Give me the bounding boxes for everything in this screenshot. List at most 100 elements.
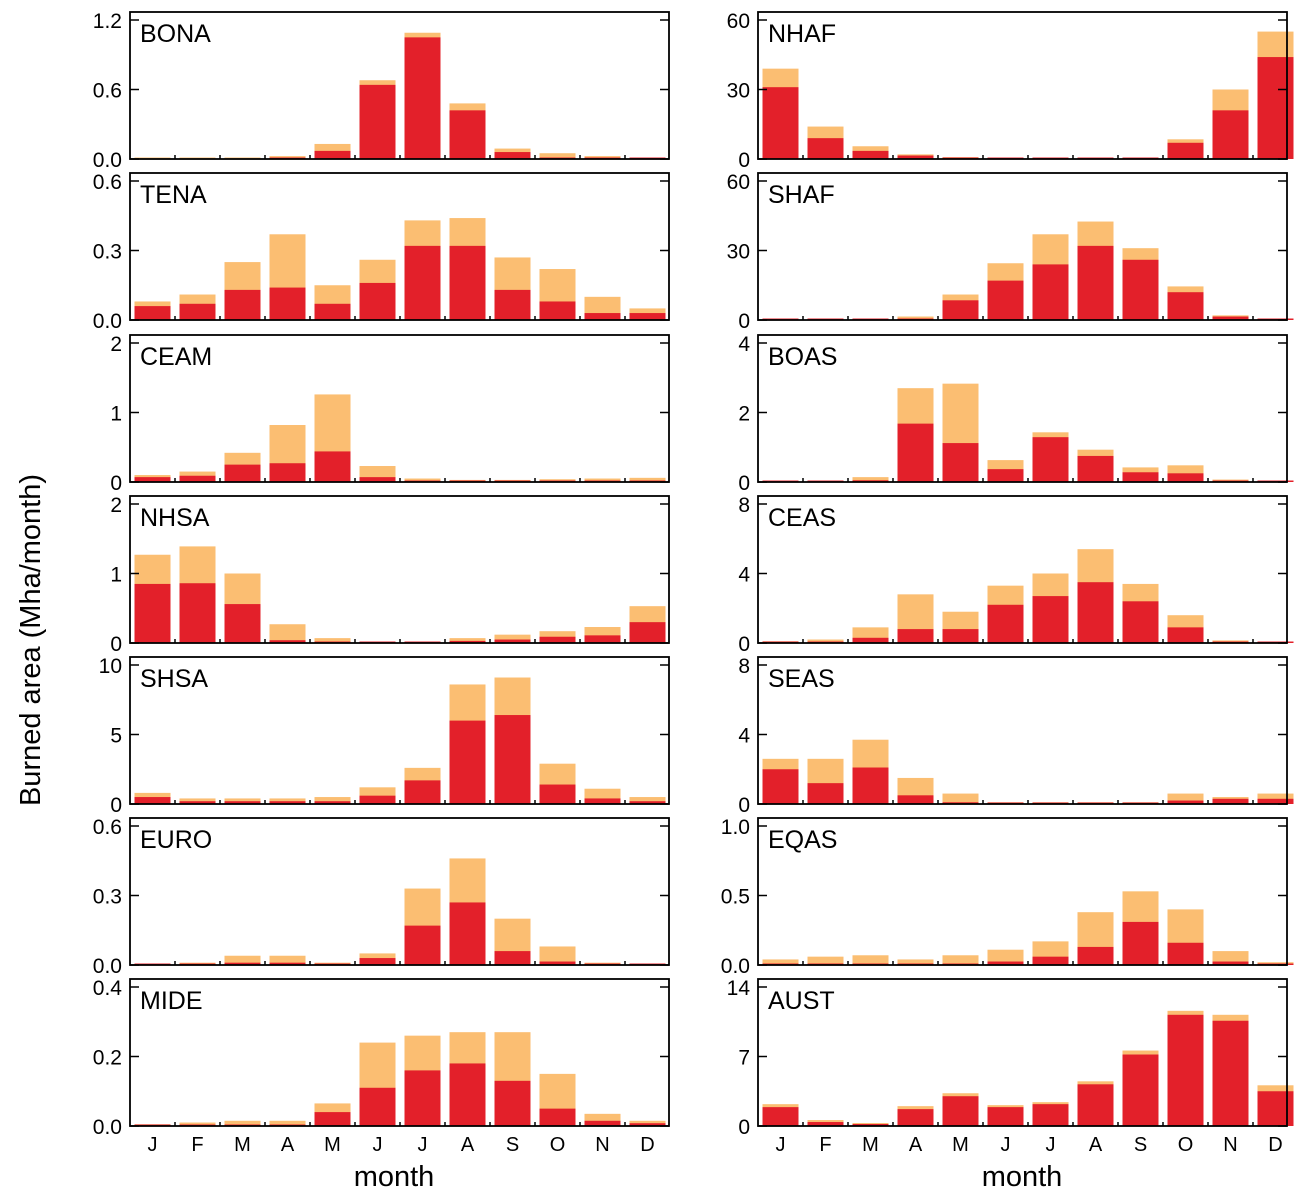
month-tick-label: A <box>461 1134 475 1156</box>
bar-primary <box>314 150 351 159</box>
bar-primary <box>629 801 666 804</box>
y-tick-label: 0.3 <box>93 886 122 909</box>
bar-total <box>807 639 844 643</box>
y-axis-label: Burned area (Mha/month) <box>15 474 47 806</box>
y-tick-label: 10 <box>99 655 122 678</box>
x-axis-label-left: month <box>354 1161 435 1192</box>
month-tick-label: J <box>776 1134 786 1156</box>
bar-primary <box>539 784 576 804</box>
bar-primary <box>494 1080 531 1126</box>
bar-primary <box>987 604 1024 643</box>
bar-primary <box>852 1124 889 1126</box>
panel-frame <box>757 172 1288 321</box>
month-tick-label: J <box>1046 1134 1056 1156</box>
bar-total <box>269 955 306 965</box>
panel-shsa: 0 5 10 SHSA <box>99 655 670 817</box>
bar-primary <box>539 636 576 643</box>
bar-total <box>852 477 889 482</box>
y-tick-label: 60 <box>727 171 750 194</box>
bar-primary <box>584 635 621 643</box>
bar-primary <box>1077 1084 1114 1126</box>
month-tick-label: N <box>595 1134 609 1156</box>
bar-total <box>404 478 441 482</box>
bar-primary <box>494 152 531 159</box>
region-label: SEAS <box>768 665 835 693</box>
region-label: SHAF <box>768 181 835 209</box>
bar-primary <box>449 245 486 320</box>
month-tick-label: M <box>324 1134 341 1156</box>
bar-primary <box>1122 1054 1159 1126</box>
bar-primary <box>1077 245 1114 320</box>
panel-frame <box>757 11 1288 160</box>
y-tick-label: 0 <box>738 1116 750 1139</box>
month-tick-label: F <box>191 1134 203 1156</box>
month-tick-label: A <box>281 1134 295 1156</box>
y-tick-label: 0.0 <box>93 310 122 333</box>
bar-primary <box>134 797 171 804</box>
region-label: EQAS <box>768 826 837 854</box>
bar-primary <box>224 801 261 804</box>
month-tick-label: M <box>952 1134 969 1156</box>
bar-primary <box>1032 956 1069 965</box>
y-tick-label: 0 <box>738 633 750 656</box>
bar-primary <box>762 769 799 804</box>
bar-primary <box>179 583 216 643</box>
y-tick-label: 1 <box>110 564 122 587</box>
region-label: EURO <box>140 826 212 854</box>
bar-primary <box>987 469 1024 482</box>
y-tick-label: 8 <box>738 494 750 517</box>
bar-primary <box>269 962 306 965</box>
bar-total <box>584 478 621 482</box>
bar-primary <box>1167 627 1204 643</box>
bar-primary <box>1167 942 1204 965</box>
bar-primary <box>179 475 216 482</box>
bar-total <box>224 955 261 965</box>
bar-primary <box>449 640 486 643</box>
bar-primary <box>1032 264 1069 320</box>
bar-primary <box>449 902 486 965</box>
bar-primary <box>539 301 576 320</box>
y-tick-label: 0.5 <box>721 886 750 909</box>
bar-primary <box>987 961 1024 965</box>
bar-primary <box>584 798 621 804</box>
bar-total <box>762 959 799 965</box>
y-tick-label: 1.0 <box>721 816 750 839</box>
bar-primary <box>897 629 934 643</box>
bar-primary <box>134 583 171 643</box>
month-tick-label: N <box>1223 1134 1237 1156</box>
y-tick-label: 0 <box>738 472 750 495</box>
month-tick-label: A <box>1089 1134 1103 1156</box>
bar-primary <box>449 1063 486 1126</box>
month-tick-label: S <box>506 1134 519 1156</box>
bar-primary <box>224 604 261 643</box>
month-tick-label: D <box>1268 1134 1282 1156</box>
panel-tena: 0.0 0.3 0.6 TENA <box>93 171 670 333</box>
month-tick-label: J <box>148 1134 158 1156</box>
bar-total <box>1167 793 1204 804</box>
bar-primary <box>987 280 1024 320</box>
panel-seas: 0 4 8 SEAS <box>738 655 1294 817</box>
y-tick-label: 0 <box>110 794 122 817</box>
bar-primary <box>629 622 666 643</box>
region-label: AUST <box>768 987 835 1015</box>
y-tick-label: 30 <box>727 241 750 264</box>
bar-primary <box>539 961 576 965</box>
bar-total <box>942 955 979 965</box>
bar-primary <box>314 1112 351 1126</box>
bar-primary <box>1077 582 1114 643</box>
bar-primary <box>942 443 979 482</box>
bar-primary <box>1077 946 1114 965</box>
bar-primary <box>897 1109 934 1126</box>
bar-primary <box>1167 800 1204 804</box>
bar-primary <box>584 1120 621 1126</box>
region-label: CEAM <box>140 343 212 371</box>
bar-total <box>942 793 979 804</box>
month-tick-label: J <box>373 1134 383 1156</box>
bar-primary <box>629 313 666 320</box>
region-label: BOAS <box>768 343 837 371</box>
bar-total <box>179 1122 216 1126</box>
bar-primary <box>134 477 171 482</box>
bar-primary <box>1122 921 1159 965</box>
month-tick-label: A <box>909 1134 923 1156</box>
bar-primary <box>314 801 351 804</box>
